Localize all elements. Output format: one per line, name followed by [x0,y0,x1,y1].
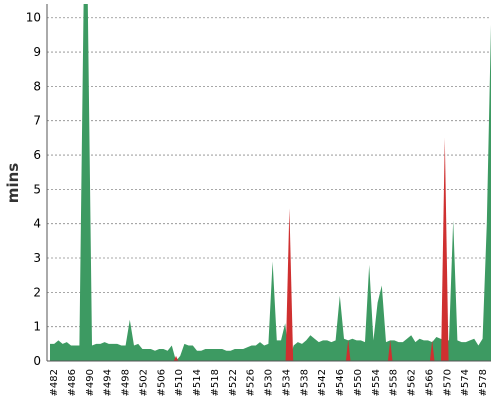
y-tick-labels: 0 1 2 3 4 5 6 7 8 9 10 [26,11,41,368]
x-tick-label: #558 [389,369,400,396]
x-tick-label: #498 [121,369,132,396]
x-tick-label: #482 [49,369,60,396]
failure-mark [285,208,294,361]
x-tick-label: #566 [424,369,435,396]
failure-mark [173,355,179,361]
grid-lines [47,17,491,328]
x-tick-label: #490 [85,369,96,396]
y-tick-label: 0 [33,354,41,368]
y-tick-label: 10 [26,11,41,25]
x-tick-label: #538 [299,369,310,396]
failure-marks [173,137,449,361]
y-tick-label: 5 [33,182,41,196]
x-tick-labels: #482 #486 #490 #494 #498 #502 #506 #510 #514 #518… [49,369,489,396]
x-tick-label: #494 [103,369,114,396]
y-tick-label: 6 [33,148,41,162]
y-tick-label: 7 [33,114,41,128]
failure-mark [387,340,393,361]
x-tick-label: #562 [407,369,418,396]
x-tick-label: #526 [246,369,257,396]
x-tick-label: #486 [67,369,78,396]
x-tick-label: #578 [478,369,489,396]
x-tick-label: #550 [353,369,364,396]
x-tick-label: #534 [281,369,292,396]
failure-mark [345,339,351,361]
y-tick-label: 3 [33,251,41,265]
x-tick-label: #518 [210,369,221,396]
x-tick-label: #570 [442,369,453,396]
x-tick-label: #506 [156,369,167,396]
y-tick-label: 8 [33,79,41,93]
x-tick-label: #522 [228,369,239,396]
x-tick-label: #530 [264,369,275,396]
x-tick-label: #542 [317,369,328,396]
x-tick-label: #546 [335,369,346,396]
y-tick-label: 4 [33,217,41,231]
y-tick-label: 1 [33,320,41,334]
x-tick-label: #502 [138,369,149,396]
series-area [50,4,491,361]
x-tick-label: #554 [371,369,382,396]
failure-mark [441,137,449,361]
y-axis-label: mins [4,163,22,203]
series-area-pass [50,4,491,361]
axes [46,4,491,362]
x-tick-label: #574 [460,369,471,396]
y-tick-label: 9 [33,45,41,59]
x-tick-label: #514 [192,369,203,396]
x-tick-label: #510 [174,369,185,396]
y-tick-label: 2 [33,285,41,299]
failure-mark [429,340,435,361]
